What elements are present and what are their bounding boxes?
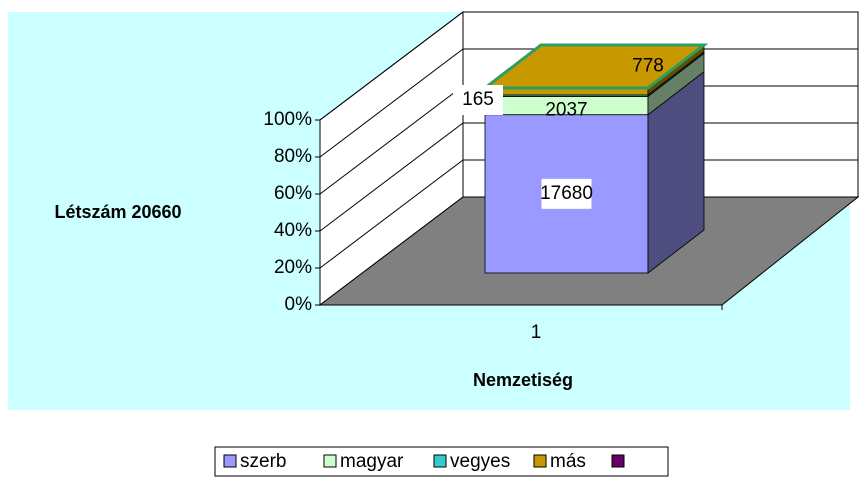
legend-label: vegyes: [450, 451, 510, 472]
x-axis-label: Nemzetiség: [473, 370, 573, 390]
legend-swatch: [611, 454, 625, 468]
y-tick-label: 80%: [274, 146, 312, 167]
data-label: 2037: [545, 100, 587, 121]
x-tick-label: 1: [531, 322, 542, 343]
legend-swatch: [323, 454, 337, 468]
grid-line: [319, 11, 858, 121]
data-label: 778: [632, 56, 664, 77]
y-axis-label: Létszám 20660: [54, 202, 181, 222]
y-tick-label: 60%: [274, 183, 312, 204]
grid-line: [319, 159, 858, 269]
legend-label: más: [550, 451, 586, 472]
y-tick-label: 0%: [285, 294, 313, 315]
data-label: 17680: [540, 183, 593, 204]
data-label: 165: [462, 89, 494, 110]
legend-label: szerb: [240, 451, 286, 472]
y-tick-label: 40%: [274, 220, 312, 241]
bar-top: [480, 43, 709, 90]
y-tick-label: 100%: [263, 109, 312, 130]
grid-line: [319, 122, 858, 232]
y-tick-label: 20%: [274, 257, 312, 278]
legend-swatch: [533, 454, 547, 468]
legend-swatch: [433, 454, 447, 468]
legend-swatch: [223, 454, 237, 468]
data-label-box: [541, 178, 592, 209]
data-label-box: [453, 85, 503, 115]
legend-label: magyar: [340, 451, 404, 472]
grid-line: [319, 48, 858, 158]
